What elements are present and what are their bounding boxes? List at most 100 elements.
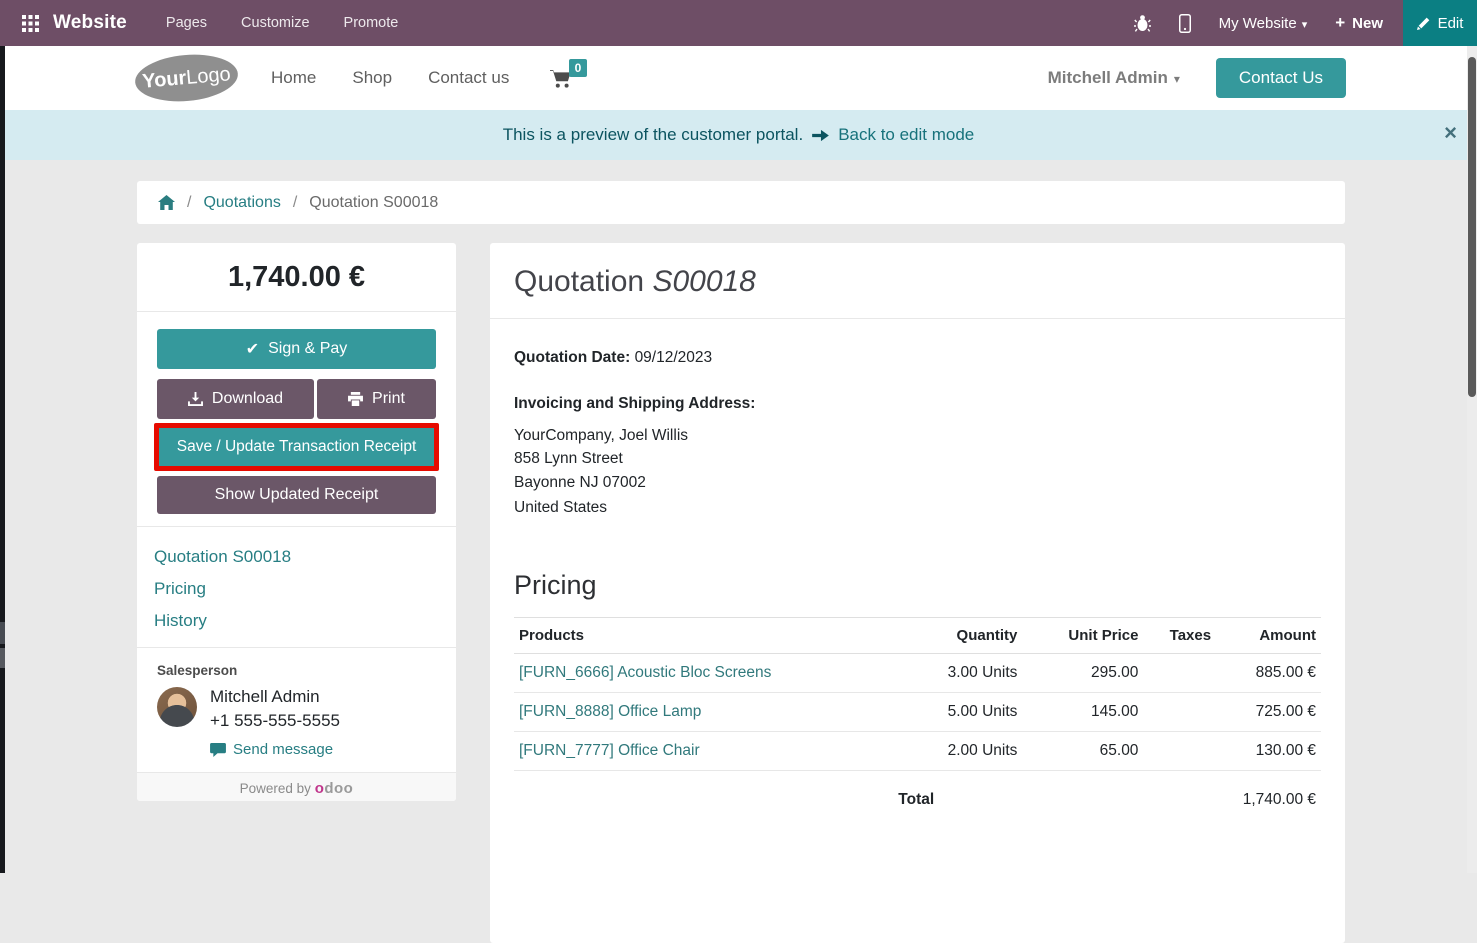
admin-menu: Pages Customize Promote <box>149 15 415 31</box>
sidebar-link-history[interactable]: History <box>154 611 207 630</box>
table-row: [FURN_6666] Acoustic Bloc Screens 3.00 U… <box>514 653 1321 694</box>
salesperson-section: Salesperson Mitchell Admin +1 555-555-55… <box>137 647 456 772</box>
column-quantity: Quantity <box>893 617 1023 655</box>
collapsed-dark-panel-edge <box>0 46 5 873</box>
vertical-scrollbar[interactable] <box>1467 46 1477 873</box>
quotation-date: Quotation Date: 09/12/2023 <box>514 349 713 366</box>
taxes-cell <box>1143 653 1217 694</box>
cart-icon <box>549 68 573 89</box>
check-icon: ✔ <box>245 341 260 358</box>
quotation-sidebar: 1,740.00 € ✔ Sign & Pay Download <box>137 243 456 801</box>
new-button[interactable]: + New <box>1335 13 1383 32</box>
column-unit-price: Unit Price <box>1022 617 1144 655</box>
total-row: Total 1,740.00 € <box>514 770 1321 820</box>
total-amount: 1,740.00 € <box>137 243 456 312</box>
quotation-title: Quotation S00018 <box>490 243 1345 319</box>
print-button[interactable]: Print <box>317 379 436 419</box>
breadcrumb-separator: / <box>292 193 298 211</box>
sidebar-actions: ✔ Sign & Pay Download Print <box>137 312 456 526</box>
taxes-cell <box>1143 692 1217 733</box>
site-links: Home Shop Contact us <box>271 68 509 88</box>
cart-count-badge: 0 <box>568 58 588 77</box>
admin-top-bar: Website Pages Customize Promote My Websi… <box>0 0 1477 46</box>
apps-grid-icon[interactable] <box>22 14 39 32</box>
download-icon <box>187 392 203 406</box>
debug-bug-icon[interactable] <box>1120 14 1165 32</box>
breadcrumb-separator: / <box>187 193 192 211</box>
pricing-heading: Pricing <box>514 570 597 601</box>
salesperson-phone: +1 555-555-5555 <box>210 711 340 730</box>
home-icon[interactable] <box>158 195 175 210</box>
show-updated-receipt-button[interactable]: Show Updated Receipt <box>157 476 436 514</box>
arrow-right-icon <box>812 129 830 142</box>
preview-message: This is a preview of the customer portal… <box>502 125 804 144</box>
pricing-table-header: Products Quantity Unit Price Taxes Amoun… <box>514 617 1321 655</box>
salesperson-heading: Salesperson <box>157 663 238 678</box>
unit-price-cell: 145.00 <box>1022 692 1144 733</box>
powered-by-text: Powered by <box>239 781 311 796</box>
product-link[interactable]: [FURN_8888] Office Lamp <box>514 692 894 733</box>
sign-pay-button[interactable]: ✔ Sign & Pay <box>157 329 436 369</box>
site-logo[interactable]: Your Logo <box>133 50 240 106</box>
salesperson-avatar <box>157 687 197 727</box>
breadcrumb: / Quotations / Quotation S00018 <box>137 181 1345 224</box>
address-country: United States <box>514 498 608 516</box>
table-row: [FURN_8888] Office Lamp 5.00 Units 145.0… <box>514 692 1321 733</box>
send-message-link[interactable]: Send message <box>210 741 340 758</box>
amount-cell: 885.00 € <box>1216 653 1321 694</box>
scrollbar-thumb[interactable] <box>1468 57 1476 397</box>
address-city: Bayonne NJ 07002 <box>514 474 646 492</box>
portal-preview-banner: This is a preview of the customer portal… <box>0 110 1477 160</box>
menu-pages[interactable]: Pages <box>165 15 208 31</box>
back-to-edit-link[interactable]: Back to edit mode <box>838 125 975 144</box>
column-products: Products <box>514 617 894 655</box>
unit-price-cell: 295.00 <box>1022 653 1144 694</box>
nav-contact-us[interactable]: Contact us <box>428 68 510 87</box>
mobile-preview-icon[interactable] <box>1165 13 1205 33</box>
app-brand[interactable]: Website <box>53 12 127 33</box>
my-website-dropdown[interactable]: My Website ▾ <box>1218 14 1308 32</box>
close-icon[interactable]: × <box>1444 120 1457 145</box>
nav-home[interactable]: Home <box>271 68 317 87</box>
edit-button[interactable]: Edit <box>1403 0 1477 46</box>
sidebar-link-quotation[interactable]: Quotation S00018 <box>154 547 292 566</box>
quantity-cell: 3.00 Units <box>893 653 1023 694</box>
sidebar-link-pricing[interactable]: Pricing <box>154 579 206 598</box>
table-row: [FURN_7777] Office Chair 2.00 Units 65.0… <box>514 731 1321 772</box>
cart-button[interactable]: 0 <box>549 58 588 89</box>
chevron-down-icon: ▾ <box>1301 18 1308 31</box>
pricing-table: Products Quantity Unit Price Taxes Amoun… <box>514 617 1321 820</box>
product-link[interactable]: [FURN_6666] Acoustic Bloc Screens <box>514 653 894 694</box>
save-update-transaction-receipt-button[interactable]: Save / Update Transaction Receipt <box>159 428 434 466</box>
contact-us-button[interactable]: Contact Us <box>1215 58 1346 98</box>
breadcrumb-current: Quotation S00018 <box>309 193 439 211</box>
menu-promote[interactable]: Promote <box>343 15 399 31</box>
quotation-document: Quotation S00018 Quotation Date: 09/12/2… <box>490 243 1345 943</box>
user-dropdown[interactable]: Mitchell Admin ▾ <box>1047 68 1180 87</box>
product-link[interactable]: [FURN_7777] Office Chair <box>514 731 894 772</box>
column-taxes: Taxes <box>1143 617 1217 655</box>
print-icon <box>348 392 364 406</box>
download-button[interactable]: Download <box>157 379 314 419</box>
amount-cell: 725.00 € <box>1216 692 1321 733</box>
address-company: YourCompany, Joel Willis <box>514 427 689 444</box>
unit-price-cell: 65.00 <box>1022 731 1144 772</box>
plus-icon: + <box>1335 13 1346 32</box>
sidebar-links: Quotation S00018 Pricing History <box>137 526 456 647</box>
salesperson-name: Mitchell Admin <box>210 687 320 706</box>
highlight-annotation-box: Save / Update Transaction Receipt <box>154 423 439 471</box>
address-label: Invoicing and Shipping Address: <box>514 395 756 412</box>
odoo-logo[interactable]: odoo <box>314 780 354 797</box>
amount-cell: 130.00 € <box>1216 731 1321 772</box>
breadcrumb-quotations[interactable]: Quotations <box>203 193 281 211</box>
nav-shop[interactable]: Shop <box>352 68 393 87</box>
column-amount: Amount <box>1216 617 1321 655</box>
address-street: 858 Lynn Street <box>514 450 623 467</box>
chevron-down-icon: ▾ <box>1173 72 1180 86</box>
taxes-cell <box>1143 731 1217 772</box>
chat-bubble-icon <box>210 742 226 757</box>
quantity-cell: 5.00 Units <box>893 692 1023 733</box>
total-amount-cell: 1,740.00 € <box>1216 770 1321 820</box>
menu-customize[interactable]: Customize <box>241 15 310 31</box>
pencil-icon <box>1416 16 1431 30</box>
